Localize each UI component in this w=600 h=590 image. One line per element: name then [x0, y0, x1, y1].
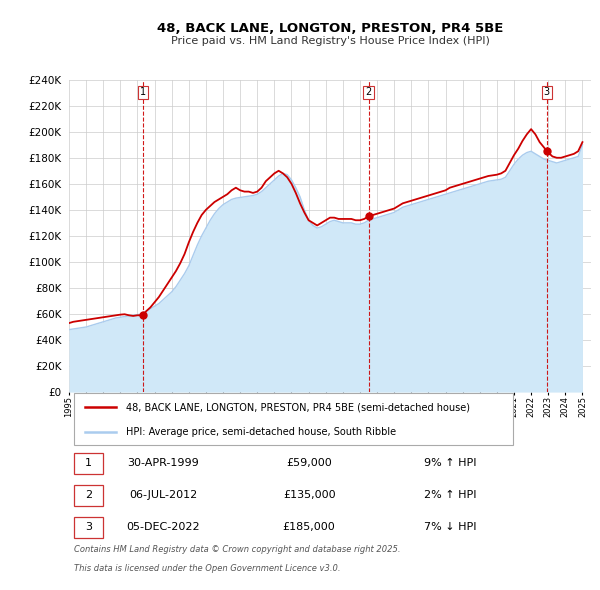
FancyBboxPatch shape [74, 485, 103, 506]
Text: 1: 1 [140, 87, 146, 97]
Text: Contains HM Land Registry data © Crown copyright and database right 2025.: Contains HM Land Registry data © Crown c… [74, 545, 401, 554]
Text: £185,000: £185,000 [283, 522, 335, 532]
Text: 7% ↓ HPI: 7% ↓ HPI [424, 522, 476, 532]
Text: 3: 3 [544, 87, 550, 97]
Text: 05-DEC-2022: 05-DEC-2022 [126, 522, 200, 532]
Text: £135,000: £135,000 [283, 490, 335, 500]
Text: 30-APR-1999: 30-APR-1999 [127, 458, 199, 468]
Text: HPI: Average price, semi-detached house, South Ribble: HPI: Average price, semi-detached house,… [127, 428, 397, 438]
Text: This data is licensed under the Open Government Licence v3.0.: This data is licensed under the Open Gov… [74, 564, 341, 573]
FancyBboxPatch shape [74, 393, 513, 445]
Text: 3: 3 [85, 522, 92, 532]
Text: 48, BACK LANE, LONGTON, PRESTON, PR4 5BE: 48, BACK LANE, LONGTON, PRESTON, PR4 5BE [157, 22, 503, 35]
Text: 2% ↑ HPI: 2% ↑ HPI [424, 490, 476, 500]
Text: 9% ↑ HPI: 9% ↑ HPI [424, 458, 476, 468]
Text: 2: 2 [365, 87, 371, 97]
FancyBboxPatch shape [74, 453, 103, 474]
Text: £59,000: £59,000 [286, 458, 332, 468]
Text: 48, BACK LANE, LONGTON, PRESTON, PR4 5BE (semi-detached house): 48, BACK LANE, LONGTON, PRESTON, PR4 5BE… [127, 402, 470, 412]
Text: 2: 2 [85, 490, 92, 500]
Text: Price paid vs. HM Land Registry's House Price Index (HPI): Price paid vs. HM Land Registry's House … [170, 37, 490, 46]
Text: 06-JUL-2012: 06-JUL-2012 [129, 490, 197, 500]
Text: 1: 1 [85, 458, 92, 468]
FancyBboxPatch shape [74, 517, 103, 538]
